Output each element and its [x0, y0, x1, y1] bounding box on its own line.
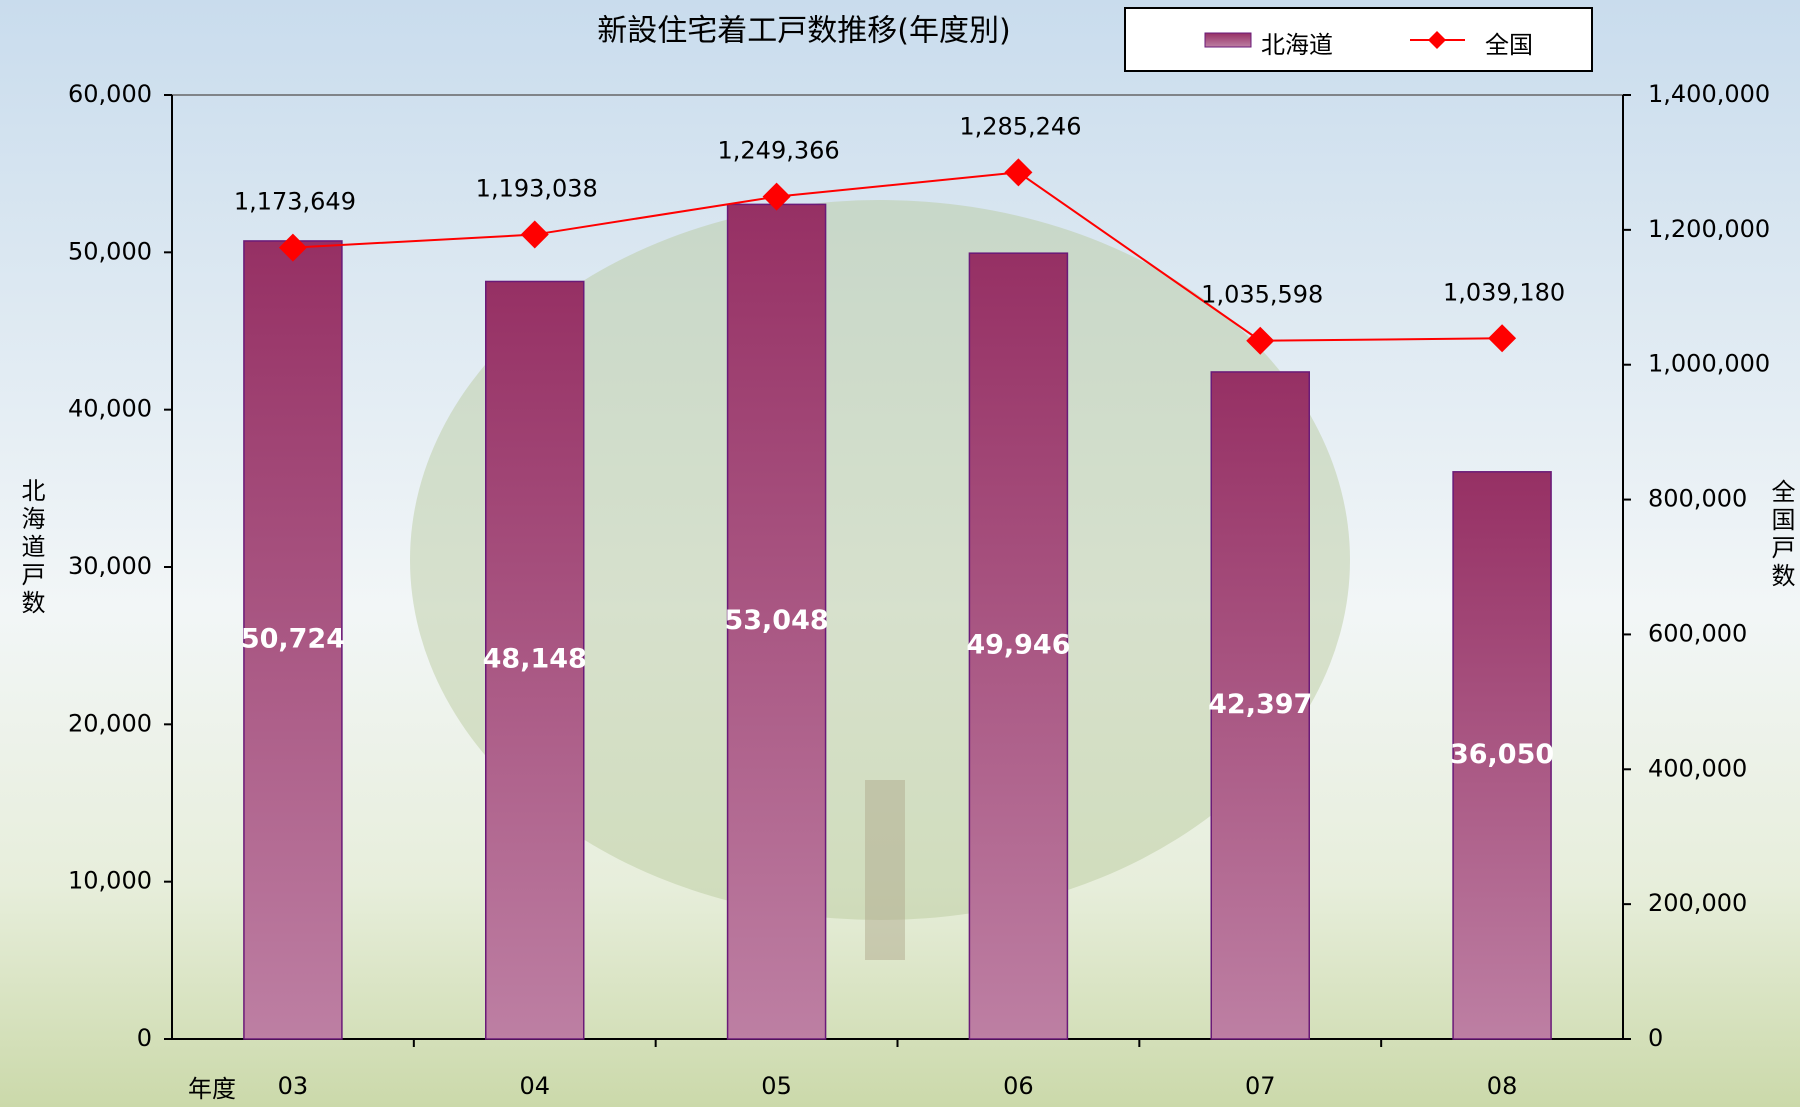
y2-tick-label: 400,000: [1648, 754, 1747, 782]
line-value-label: 1,249,366: [718, 137, 840, 165]
legend-label: 全国: [1485, 31, 1533, 59]
bar-value-label: 50,724: [241, 623, 345, 654]
y2-axis-title: 全国戸数: [1767, 479, 1795, 591]
chart-title: 新設住宅着工戸数推移(年度別): [597, 14, 1010, 49]
y-tick-label: 40,000: [68, 395, 152, 423]
y2-tick-label: 200,000: [1648, 889, 1747, 917]
line-value-label: 1,173,649: [234, 188, 356, 216]
bar-value-label: 53,048: [724, 605, 828, 636]
line-value-label: 1,285,246: [959, 112, 1081, 140]
y2-tick-label: 1,000,000: [1648, 350, 1770, 378]
y2-tick-label: 800,000: [1648, 485, 1747, 513]
bar-value-label: 42,397: [1208, 689, 1312, 720]
line-value-label: 1,039,180: [1443, 278, 1565, 306]
y2-tick-label: 600,000: [1648, 619, 1747, 647]
legend-label: 北海道: [1261, 31, 1333, 59]
y-tick-label: 20,000: [68, 709, 152, 737]
y-tick-label: 10,000: [68, 867, 152, 895]
y2-tick-label: 1,400,000: [1648, 80, 1770, 108]
x-axis-title: 年度: [188, 1075, 236, 1103]
x-tick-label: 03: [278, 1072, 309, 1100]
y-tick-label: 0: [137, 1024, 152, 1052]
y-tick-label: 60,000: [68, 80, 152, 108]
x-tick-label: 04: [519, 1072, 550, 1100]
y-axis-title: 北海道戸数: [17, 478, 45, 618]
chart: 新設住宅着工戸数推移(年度別) 北海道戸数 全国戸数 年度 0 10,000 20,…: [0, 0, 1800, 1107]
x-tick-label: 06: [1003, 1072, 1034, 1100]
y2-tick-label: 1,200,000: [1648, 215, 1770, 243]
x-tick-label: 05: [761, 1072, 792, 1100]
bar-value-label: 48,148: [483, 644, 587, 675]
line-value-label: 1,193,038: [476, 175, 598, 203]
y2-tick-label: 0: [1648, 1024, 1663, 1052]
bar-value-label: 49,946: [966, 630, 1070, 661]
y-tick-label: 50,000: [68, 237, 152, 265]
x-tick-label: 08: [1487, 1072, 1518, 1100]
x-tick-label: 07: [1245, 1072, 1276, 1100]
tree-trunk: [865, 780, 905, 960]
line-value-label: 1,035,598: [1201, 281, 1323, 309]
bar-value-label: 36,050: [1450, 739, 1554, 770]
y-tick-label: 30,000: [68, 552, 152, 580]
legend-swatch: [1205, 33, 1251, 47]
